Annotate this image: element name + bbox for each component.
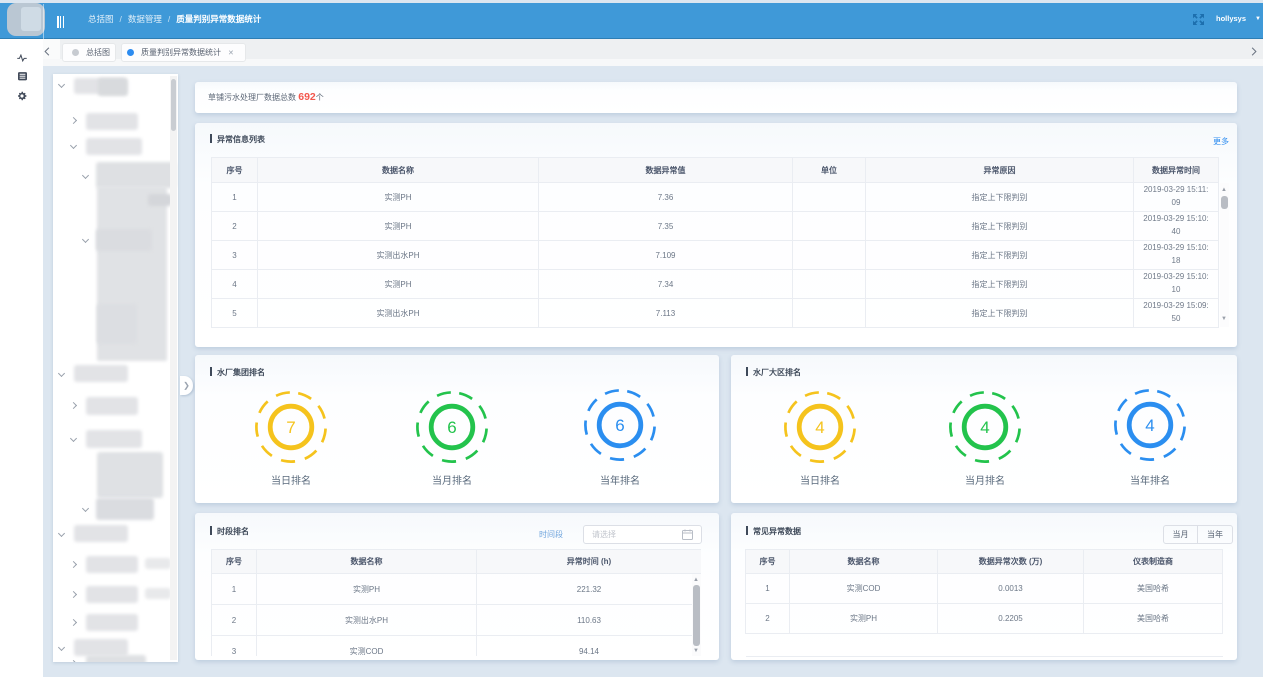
svg-text:4: 4 bbox=[980, 418, 989, 437]
svg-text:6: 6 bbox=[615, 416, 624, 435]
svg-text:6: 6 bbox=[447, 418, 456, 437]
svg-text:4: 4 bbox=[1145, 416, 1154, 435]
svg-text:4: 4 bbox=[815, 418, 824, 437]
svg-text:7: 7 bbox=[286, 418, 295, 437]
